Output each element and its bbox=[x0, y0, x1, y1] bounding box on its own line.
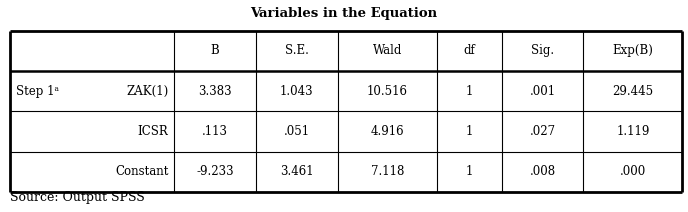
Text: 3.383: 3.383 bbox=[198, 85, 232, 98]
Text: .000: .000 bbox=[620, 165, 646, 178]
Text: .001: .001 bbox=[529, 85, 555, 98]
Text: df: df bbox=[463, 44, 475, 57]
Text: 1: 1 bbox=[466, 165, 473, 178]
Text: .008: .008 bbox=[529, 165, 555, 178]
Text: Source: Output SPSS: Source: Output SPSS bbox=[10, 191, 145, 204]
Text: Sig.: Sig. bbox=[531, 44, 554, 57]
Text: ICSR: ICSR bbox=[138, 125, 169, 138]
Text: Variables in the Equation: Variables in the Equation bbox=[250, 7, 438, 20]
Text: Step 1ᵃ: Step 1ᵃ bbox=[16, 85, 58, 98]
Text: Wald: Wald bbox=[373, 44, 402, 57]
Text: .051: .051 bbox=[283, 125, 310, 138]
Text: ZAK(1): ZAK(1) bbox=[127, 85, 169, 98]
Text: 29.445: 29.445 bbox=[612, 85, 654, 98]
Text: .027: .027 bbox=[529, 125, 555, 138]
Text: 1.119: 1.119 bbox=[616, 125, 649, 138]
Text: 3.461: 3.461 bbox=[280, 165, 314, 178]
Text: B: B bbox=[211, 44, 219, 57]
Text: 4.916: 4.916 bbox=[371, 125, 404, 138]
Text: -9.233: -9.233 bbox=[196, 165, 234, 178]
Text: 10.516: 10.516 bbox=[367, 85, 408, 98]
Text: .113: .113 bbox=[202, 125, 228, 138]
Text: 1: 1 bbox=[466, 125, 473, 138]
Text: 1.043: 1.043 bbox=[280, 85, 314, 98]
Text: Constant: Constant bbox=[115, 165, 169, 178]
Text: 1: 1 bbox=[466, 85, 473, 98]
Text: 7.118: 7.118 bbox=[371, 165, 404, 178]
Text: S.E.: S.E. bbox=[285, 44, 309, 57]
Text: Exp(B): Exp(B) bbox=[612, 44, 654, 57]
